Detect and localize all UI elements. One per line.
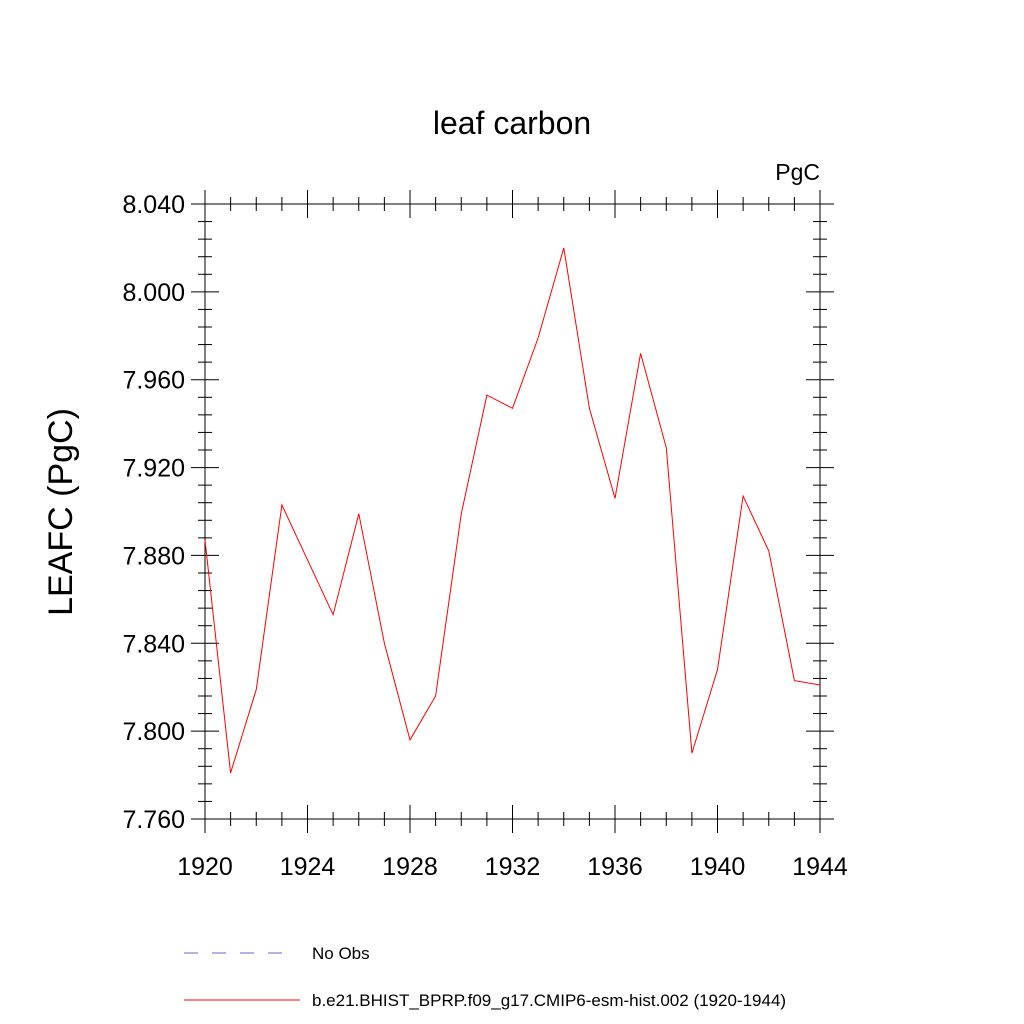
y-tick-label: 8.040 [122, 191, 185, 219]
y-tick-label: 7.840 [122, 630, 185, 658]
x-tick-label: 1940 [690, 853, 746, 881]
x-tick-label: 1924 [280, 853, 336, 881]
x-tick-label: 1932 [485, 853, 541, 881]
series-layer [204, 247, 821, 774]
chart-title: leaf carbon [433, 105, 591, 141]
legend-label-series: b.e21.BHIST_BPRP.f09_g17.CMIP6-esm-hist.… [312, 991, 786, 1010]
units-label: PgC [775, 159, 820, 185]
x-tick-label: 1928 [382, 853, 438, 881]
y-tick-label: 7.760 [122, 806, 185, 834]
x-tick-label: 1944 [792, 853, 848, 881]
y-axis-ticks: 7.760 7.800 7.840 7.880 7.920 7.960 8.000 8.040 [122, 191, 834, 834]
x-tick-label: 1920 [177, 853, 233, 881]
plot-frame [204, 203, 821, 820]
y-tick-label: 7.920 [122, 455, 185, 483]
x-tick-label: 1936 [587, 853, 643, 881]
legend-label-no-obs: No Obs [312, 944, 370, 963]
y-tick-label: 7.800 [122, 718, 185, 746]
x-axis-ticks: 1920 1924 1928 1932 1936 1940 1944 [177, 190, 848, 881]
y-axis-label: LEAFC (PgC) [42, 408, 80, 616]
y-tick-label: 7.880 [122, 542, 185, 570]
legend: No Obs b.e21.BHIST_BPRP.f09_g17.CMIP6-es… [184, 944, 786, 1010]
y-tick-label: 7.960 [122, 367, 185, 395]
series-line [204, 247, 821, 774]
y-tick-label: 8.000 [122, 279, 185, 307]
